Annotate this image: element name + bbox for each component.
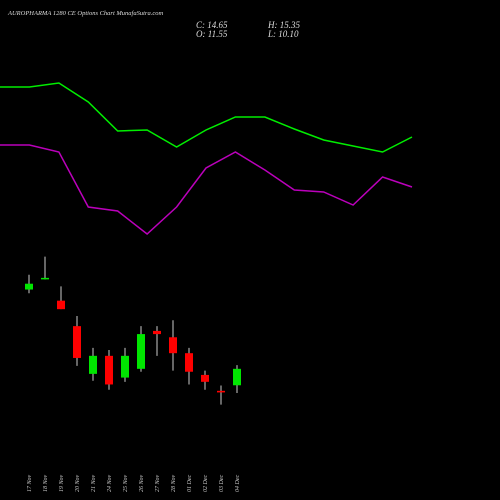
- candle-body: [217, 390, 225, 393]
- x-tick-label: 19 Nov: [59, 474, 65, 492]
- stat-label: H: 15.35: [267, 20, 300, 30]
- candle-body: [89, 355, 97, 374]
- stat-label: L: 10.10: [267, 29, 299, 39]
- candle-body: [201, 374, 209, 382]
- x-tick-label: 04 Dec: [234, 475, 241, 492]
- candle-body: [57, 300, 65, 310]
- x-tick-label: 17 Nov: [27, 474, 33, 492]
- stat-label: O: 11.55: [196, 29, 228, 39]
- x-tick-label: 01 Dec: [187, 475, 193, 492]
- candle-body: [121, 355, 129, 378]
- candle-body: [185, 353, 193, 372]
- x-tick-label: 27 Nov: [155, 474, 161, 492]
- candle-body: [169, 337, 177, 354]
- x-tick-label: 21 Nov: [91, 474, 97, 492]
- x-tick-label: 28 Nov: [171, 474, 177, 492]
- candle-body: [153, 330, 161, 335]
- x-tick-label: 26 Nov: [139, 474, 145, 492]
- x-tick-label: 20 Nov: [75, 474, 81, 492]
- candle-body: [73, 326, 81, 358]
- x-tick-label: 02 Dec: [203, 475, 209, 492]
- indicator-line: [0, 144, 413, 235]
- x-tick-label: 24 Nov: [106, 474, 113, 492]
- indicator-line: [0, 82, 413, 153]
- candle-body: [105, 355, 113, 385]
- candle-body: [25, 283, 33, 290]
- candle-body: [137, 334, 145, 369]
- x-tick-label: 03 Dec: [219, 475, 225, 492]
- candle-body: [233, 368, 241, 386]
- candle-body: [41, 277, 49, 280]
- chart-title: AUROPHARMA 1280 CE Options Chart MunafaS…: [7, 10, 163, 17]
- x-tick-label: 18 Nov: [43, 474, 49, 492]
- x-tick-label: 25 Nov: [123, 474, 129, 492]
- stat-label: C: 14.65: [196, 20, 228, 30]
